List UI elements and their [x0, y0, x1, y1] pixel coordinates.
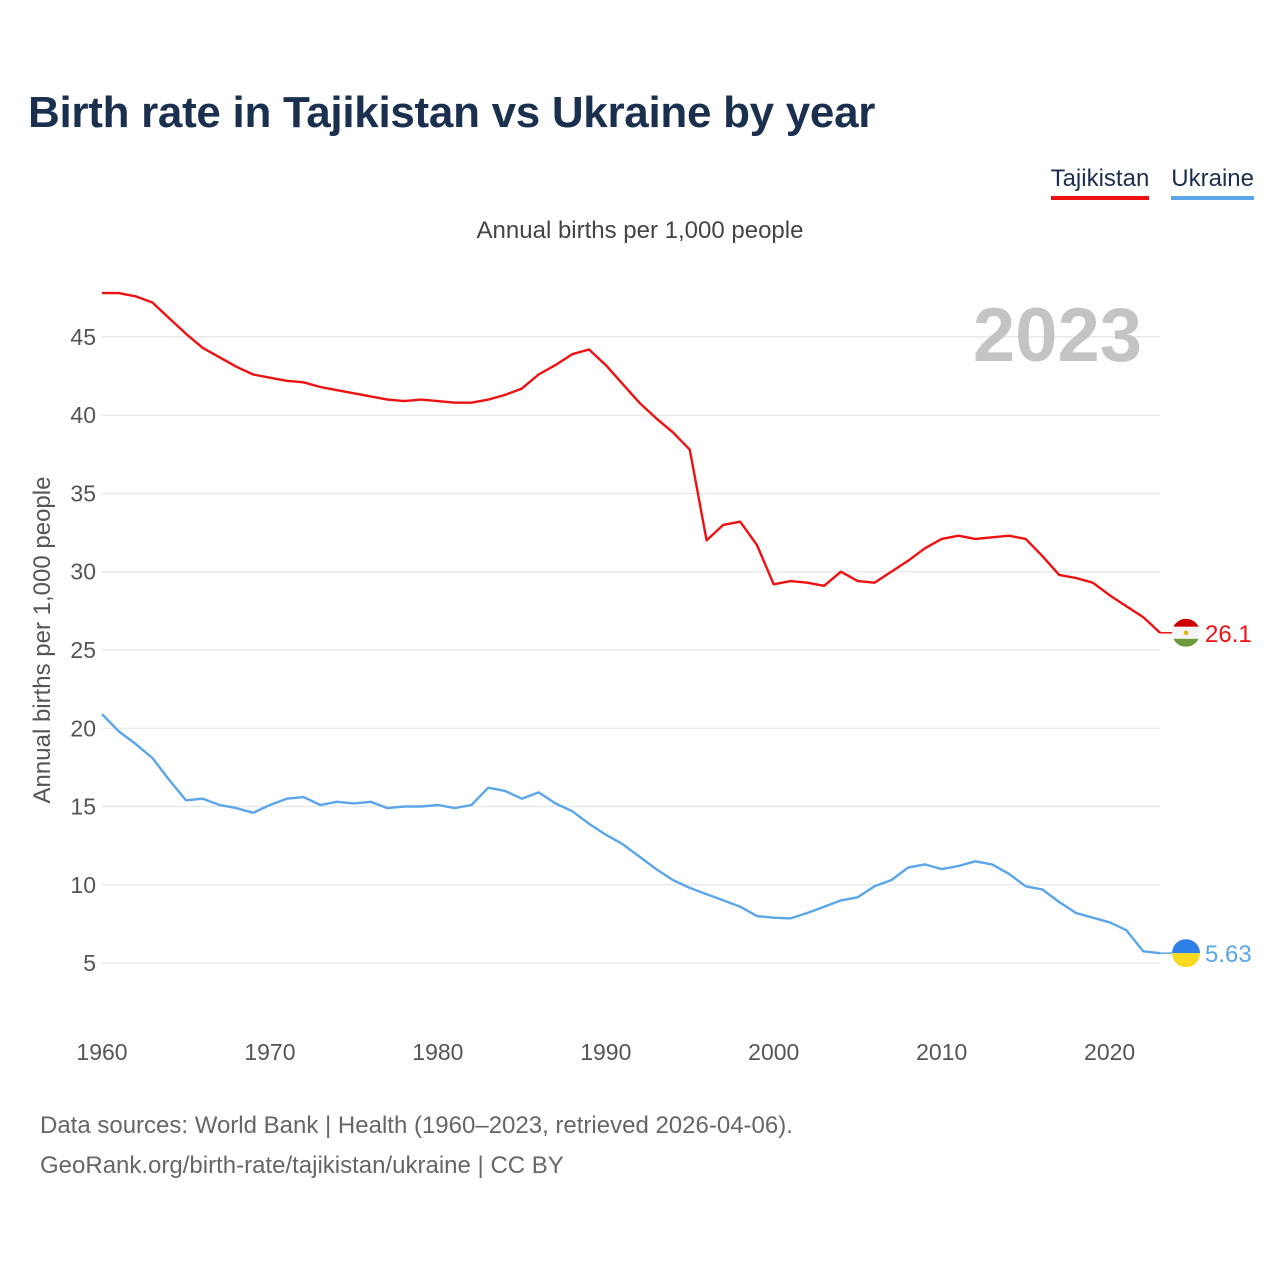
x-tick-label: 1970 — [244, 1039, 295, 1065]
x-tick-label: 1990 — [580, 1039, 631, 1065]
ukraine-end-value: 5.63 — [1205, 941, 1252, 968]
y-tick-label: 35 — [70, 480, 96, 506]
legend-item-ukraine[interactable]: Ukraine — [1171, 165, 1254, 200]
y-tick-label: 25 — [70, 637, 96, 663]
tajikistan-end-value: 26.1 — [1205, 621, 1252, 648]
series-lines — [101, 291, 1161, 955]
chart-subtitle: Annual births per 1,000 people — [476, 217, 804, 244]
y-tick-label: 40 — [70, 402, 96, 428]
y-tick-label: 5 — [83, 950, 96, 976]
gridlines — [102, 336, 1160, 964]
source-line-2[interactable]: GeoRank.org/birth-rate/tajikistan/ukrain… — [40, 1152, 564, 1179]
x-tick-label: 2010 — [916, 1039, 967, 1065]
source-line-1: Data sources: World Bank | Health (1960–… — [40, 1112, 793, 1139]
end-markers: 26.1 5.63 — [1160, 618, 1252, 968]
y-tick-label: 15 — [70, 794, 96, 820]
ukraine-flag-icon — [1172, 939, 1200, 968]
source-note: Data sources: World Bank | Health (1960–… — [40, 1106, 793, 1186]
year-watermark: 2023 — [972, 293, 1142, 378]
x-tick-label: 1960 — [76, 1039, 127, 1065]
x-tick-label: 2000 — [748, 1039, 799, 1065]
x-tick-label: 2020 — [1084, 1039, 1135, 1065]
y-tick-label: 45 — [70, 324, 96, 350]
y-tick-label: 30 — [70, 559, 96, 585]
x-axis-ticks: 1960 1970 1980 1990 2000 2010 2020 — [76, 1039, 1135, 1065]
legend-item-tajikistan[interactable]: Tajikistan — [1050, 165, 1150, 200]
legend: Tajikistan Ukraine — [1050, 165, 1254, 200]
y-axis-ticks: 5 10 15 20 25 30 35 40 45 — [70, 324, 96, 976]
series-line-ukraine[interactable] — [101, 713, 1161, 955]
y-tick-label: 20 — [70, 715, 96, 741]
series-line-tajikistan[interactable] — [102, 291, 1161, 634]
tajikistan-flag-icon — [1172, 618, 1200, 647]
x-tick-label: 1980 — [412, 1039, 463, 1065]
y-tick-label: 10 — [70, 872, 96, 898]
chart-title: Birth rate in Tajikistan vs Ukraine by y… — [28, 88, 876, 137]
